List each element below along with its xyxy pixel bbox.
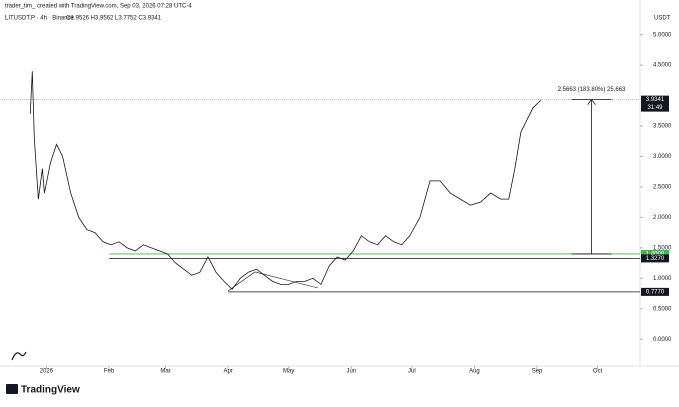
level-tag bbox=[641, 287, 669, 296]
symbol: LITUSDT.P · 4h · Binance bbox=[5, 16, 75, 22]
credit: trader_tim_ created with TradingView.com… bbox=[5, 4, 192, 10]
pattern bbox=[227, 271, 319, 292]
x-tick-label: Sep bbox=[532, 369, 543, 375]
logo-mark bbox=[11, 351, 27, 361]
y-tick-label: 4.5000 bbox=[653, 63, 672, 69]
y-unit: USDT bbox=[654, 16, 671, 22]
y-tick-label: 1.5000 bbox=[653, 245, 672, 251]
x-tick-label: 2026 bbox=[40, 369, 54, 375]
y-tick-label: 0.0000 bbox=[653, 337, 672, 343]
x-tick-label: Jun bbox=[346, 369, 356, 375]
level-tag bbox=[641, 254, 669, 263]
level-label: 0.7770 bbox=[646, 289, 665, 295]
y-tick-label: 2.0000 bbox=[653, 215, 672, 221]
y-tick-label: 5.0000 bbox=[653, 32, 672, 38]
logo-icon bbox=[11, 351, 27, 361]
y-tick-label: 3.5000 bbox=[653, 124, 672, 130]
pattern-lines bbox=[227, 271, 319, 292]
y-tick-label: 2.5000 bbox=[653, 185, 672, 191]
measure-label: 2.5663 (183.80%) 25,663 bbox=[558, 87, 626, 93]
x-tick-label: Mar bbox=[160, 369, 170, 375]
x-tick-label: Apr bbox=[223, 369, 232, 375]
x-tick-label: Jul bbox=[408, 369, 416, 375]
price-line bbox=[29, 71, 542, 290]
x-tick-label: Feb bbox=[104, 369, 115, 375]
ohlc: O1.9526 H3.9562 L3.7752 C3.9341 bbox=[66, 16, 162, 22]
measure-arrowhead bbox=[587, 98, 596, 105]
countdown: 31:49 bbox=[647, 105, 663, 111]
y-tick-label: 3.0000 bbox=[653, 154, 672, 160]
level-tag bbox=[641, 249, 669, 258]
x-tick-label: Oct bbox=[593, 369, 603, 375]
last-price-label: 3.9341 bbox=[646, 97, 665, 103]
y-tick-label: 1.0000 bbox=[653, 276, 672, 282]
brand-logo bbox=[6, 384, 18, 394]
brand: TradingView bbox=[21, 385, 80, 396]
x-tick-label: May bbox=[283, 369, 294, 375]
y-tick-label: 0.5000 bbox=[653, 306, 672, 312]
last-price-tag bbox=[641, 95, 669, 112]
x-tick-label: Aug bbox=[469, 369, 480, 375]
level-label: 1.3270 bbox=[646, 256, 665, 262]
